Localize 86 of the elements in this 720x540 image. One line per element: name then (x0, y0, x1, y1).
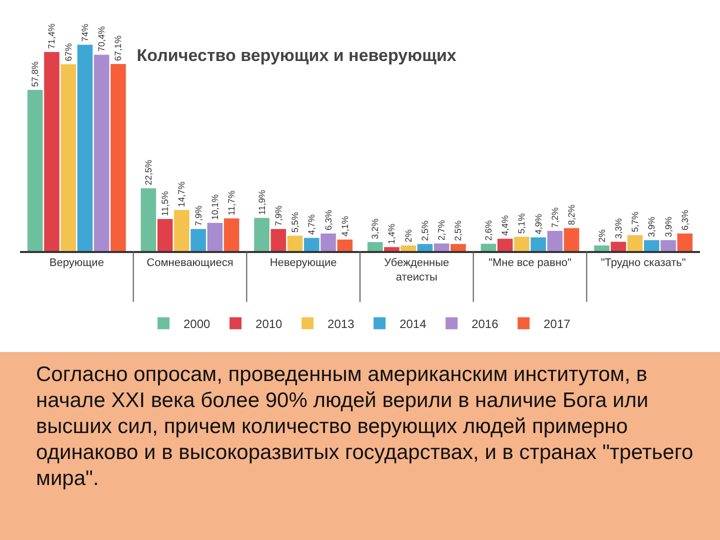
data-label: 1,4% (386, 224, 397, 244)
x-tick-label: Сомневающиеся (146, 256, 234, 269)
bar (660, 240, 676, 251)
data-label: 5,5% (290, 212, 300, 233)
data-label: 3,2% (370, 218, 380, 240)
bar (564, 228, 580, 251)
x-tick-label: Неверующие (270, 256, 337, 269)
bar (174, 210, 190, 251)
bar (77, 44, 93, 251)
bar (450, 244, 466, 251)
data-label: 7,9% (193, 205, 204, 226)
data-label: 22,5% (143, 160, 154, 186)
bar (677, 233, 693, 251)
bar (417, 244, 433, 251)
data-label: 2,5% (420, 220, 430, 242)
bar (190, 228, 206, 251)
data-label: 4,7% (306, 214, 317, 235)
bar (94, 54, 110, 251)
bar (337, 240, 353, 251)
bar (547, 230, 563, 251)
bar (610, 242, 626, 251)
bar (384, 247, 400, 251)
bar (270, 228, 286, 251)
data-label: 8,2% (566, 204, 577, 226)
bar (434, 243, 450, 251)
data-label: 7,2% (550, 207, 560, 228)
bar (644, 240, 660, 251)
bar (497, 238, 513, 251)
data-label: 7,9% (273, 205, 284, 226)
data-label: 74% (80, 24, 90, 42)
bar (627, 235, 643, 251)
data-label: 2,6% (483, 220, 494, 241)
data-label: 71,4% (46, 23, 57, 49)
data-label: 4,4% (500, 215, 510, 236)
data-label: 4,9% (533, 214, 544, 234)
data-label: 6,3% (323, 210, 334, 230)
bar (480, 244, 496, 251)
legend-label: 2016 (472, 316, 499, 331)
bar (254, 218, 270, 251)
data-label: 57,8% (30, 61, 40, 87)
data-label: 70,4% (96, 26, 107, 52)
legend-label: 2014 (400, 316, 427, 331)
data-label: 4,1% (340, 216, 350, 237)
bar (224, 218, 240, 251)
bar (594, 245, 610, 251)
x-tick-label: Верующие (49, 256, 104, 269)
bar (287, 236, 303, 251)
legend-label: 2000 (184, 316, 211, 331)
bar (400, 245, 416, 251)
legend-label: 2010 (256, 316, 283, 331)
bar (60, 64, 76, 251)
data-label: 6,3% (680, 210, 690, 230)
data-label: 11,7% (226, 190, 237, 216)
data-label: 67% (63, 43, 74, 62)
bar (207, 222, 223, 251)
bar (27, 90, 43, 251)
data-label: 14,7% (176, 182, 187, 208)
bar (44, 52, 60, 251)
bar (110, 64, 126, 251)
bar (320, 233, 336, 251)
legend-label: 2013 (328, 316, 355, 331)
x-tick-label: "Трудно сказать" (600, 256, 686, 269)
data-label: 3,3% (613, 218, 624, 239)
data-label: 67,1% (113, 35, 124, 61)
data-label: 2,7% (436, 220, 447, 240)
text: Согласно опросам, проведенным американским институтом, в начале XXI века более 90% людей верили в наличие Бога или высших сил, причем количество верующих людей примерно одинаково и в высокоразвитых государствах, и в странах "третьего мира". (36, 362, 694, 492)
x-tick-label: Убежденные атеисты (384, 256, 450, 284)
bar (514, 236, 530, 251)
chart-title: Количество верующих и неверующих (136, 46, 457, 65)
data-label: 11,9% (256, 190, 267, 215)
data-label: 11,5% (160, 191, 170, 216)
bar (367, 242, 383, 251)
bar (140, 188, 156, 251)
legend-label: 2017 (544, 316, 571, 331)
data-label: 3,9% (646, 216, 657, 238)
data-label: 10,1% (210, 194, 220, 220)
data-label: 3,9% (663, 216, 674, 238)
data-label: 2% (403, 229, 414, 242)
bar (157, 218, 173, 251)
x-tick-label: "Мне все равно" (488, 256, 572, 269)
data-label: 2,5% (453, 220, 464, 242)
data-label: 2% (596, 229, 607, 242)
data-label: 5,1% (516, 213, 527, 234)
bar (530, 237, 546, 251)
bar (304, 238, 320, 251)
data-label: 5,7% (630, 212, 640, 232)
